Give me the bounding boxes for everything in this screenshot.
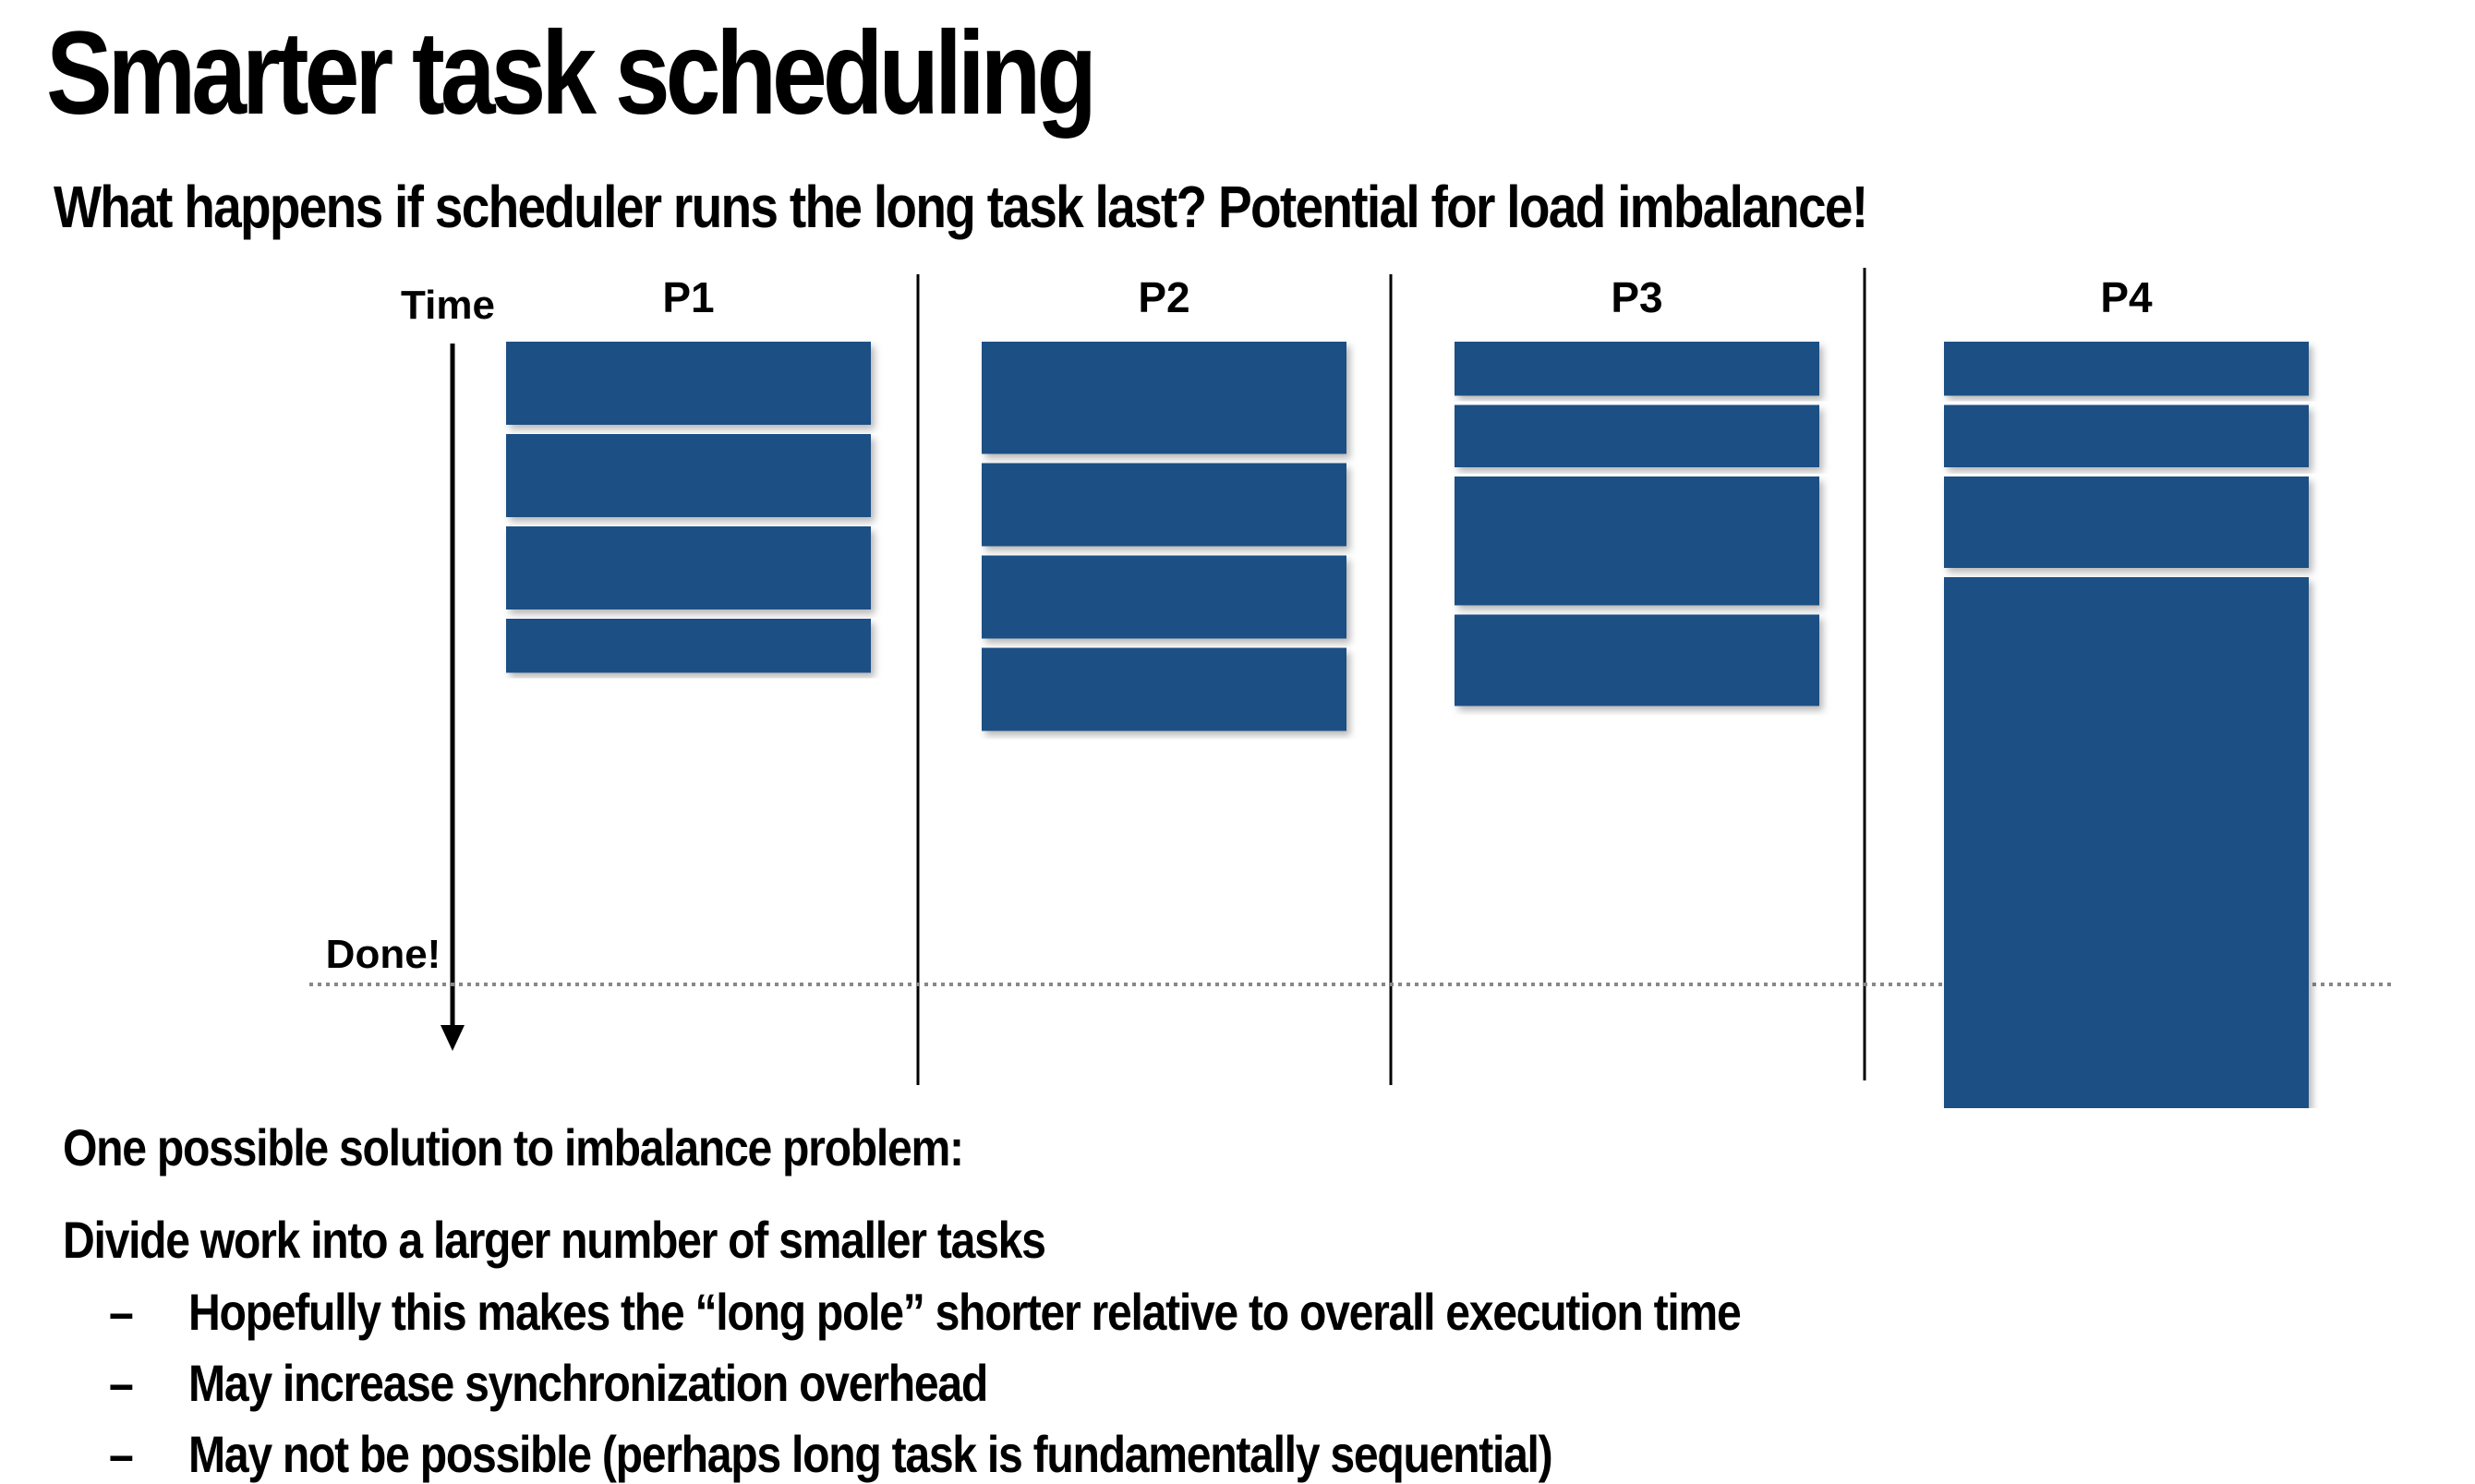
subpoint: – May increase synchronization overhead: [109, 1353, 988, 1413]
task-block: [1455, 614, 1819, 706]
task-block: [982, 342, 1346, 454]
task-block: [1455, 342, 1819, 396]
dash-bullet: –: [109, 1425, 134, 1483]
solution-heading: One possible solution to imbalance probl…: [63, 1118, 964, 1176]
task-block: [506, 619, 871, 673]
task-block: [982, 555, 1346, 639]
task-schedule-diagram: Time Done! P1 P2 P3 P4: [309, 268, 2392, 1108]
task-block: [1944, 477, 2309, 568]
dash-bullet: –: [109, 1354, 134, 1412]
processor-label: P3: [1611, 273, 1662, 321]
time-axis-arrowhead: [441, 1025, 465, 1051]
dash-bullet: –: [109, 1283, 134, 1341]
task-block: [982, 647, 1346, 731]
processor-label: P2: [1138, 273, 1189, 321]
task-block: [506, 434, 871, 517]
task-block: [506, 526, 871, 609]
done-label: Done!: [326, 932, 441, 977]
subpoint-text: May not be possible (perhaps long task i…: [188, 1425, 1553, 1483]
task-block: [1944, 577, 2309, 1108]
task-block: [1455, 404, 1819, 467]
task-block: [1455, 477, 1819, 606]
processor-label: P1: [662, 273, 714, 321]
task-block: [1944, 342, 2309, 396]
processor-label: P4: [2100, 273, 2153, 321]
page-subtitle: What happens if scheduler runs the long …: [54, 174, 1868, 240]
solution-point: Divide work into a larger number of smal…: [63, 1211, 1046, 1269]
subpoint: – May not be possible (perhaps long task …: [109, 1424, 1553, 1484]
task-block: [982, 463, 1346, 547]
task-block: [1944, 404, 2309, 467]
subpoint-text: Hopefully this makes the “long pole” sho…: [188, 1283, 1742, 1341]
page-title: Smarter task scheduling: [46, 7, 1097, 139]
subpoint-text: May increase synchronization overhead: [188, 1354, 988, 1412]
subpoint: – Hopefully this makes the “long pole” sh…: [109, 1282, 1742, 1342]
task-block: [506, 342, 871, 425]
time-axis-label: Time: [401, 283, 495, 328]
